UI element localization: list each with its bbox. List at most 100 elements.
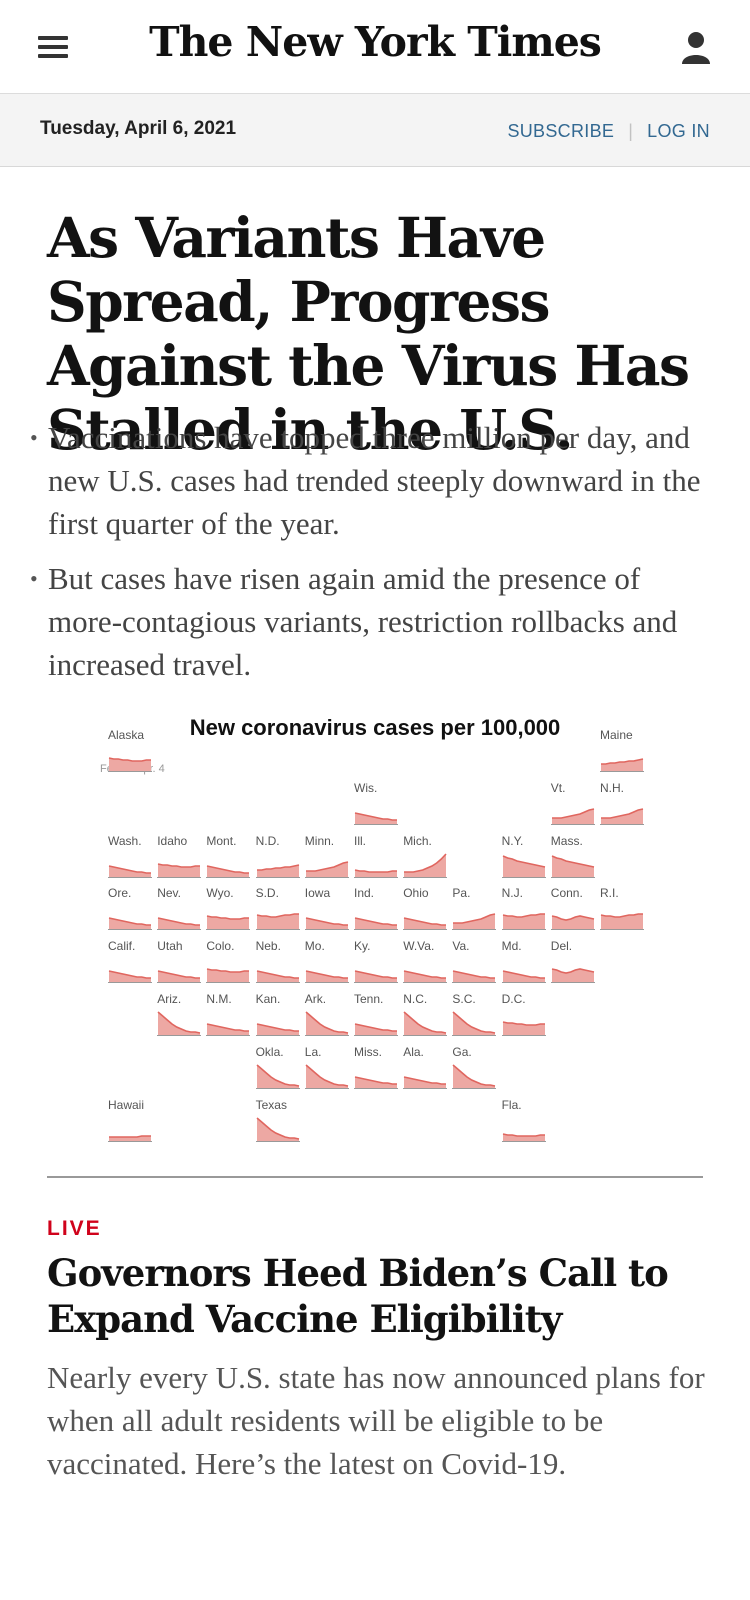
summary-bullet: • Vaccinations have topped three million …	[30, 416, 720, 545]
sparkline-line	[502, 854, 545, 868]
masthead: The New York Times	[0, 0, 750, 94]
state-sparkline	[403, 917, 448, 931]
state-label: Md.	[501, 939, 522, 954]
state-label: Calif.	[108, 939, 136, 954]
sparkline-line	[305, 1064, 348, 1087]
sparkline-line	[207, 1023, 250, 1032]
state-label: Pa.	[452, 886, 471, 901]
state-sparkline	[304, 860, 349, 878]
state-label: Ala.	[403, 1044, 424, 1059]
sparkline-line	[157, 1011, 201, 1034]
state-label: Ohio	[403, 886, 429, 901]
state-sparkline	[354, 917, 398, 931]
state-sparkline	[108, 970, 152, 984]
state-sparkline	[501, 970, 546, 984]
sparkline-line	[354, 868, 397, 873]
subscribe-link[interactable]: SUBSCRIBE	[507, 121, 615, 141]
sparkline-line	[108, 917, 151, 927]
sparkline-line	[256, 863, 299, 871]
sparkline-line	[502, 1132, 545, 1137]
sparkline-line	[452, 1064, 496, 1087]
sparkline-area	[256, 864, 299, 878]
state-label: N.M.	[206, 992, 232, 1006]
sparkline-line	[158, 970, 201, 979]
sparkline-line	[502, 970, 545, 979]
sparkline-line	[403, 1011, 447, 1034]
graphic-title: New coronavirus cases per 100,000	[189, 715, 561, 740]
sparkline-area	[453, 1064, 496, 1089]
sparkline-line	[551, 915, 594, 922]
sparkline-line	[305, 917, 348, 927]
second-story-headline[interactable]: Governors Heed Biden’s Call to Expand Va…	[47, 1251, 669, 1341]
state-label: Ky.	[354, 939, 371, 954]
state-sparkline	[206, 1023, 251, 1036]
state-sparkline	[501, 1132, 546, 1142]
sparkline-line	[305, 1011, 348, 1034]
state-sparkline	[108, 917, 152, 931]
state-sparkline	[550, 808, 595, 825]
state-label: Ga.	[452, 1044, 472, 1059]
state-label: Utah	[157, 939, 183, 954]
state-sparkline	[206, 864, 251, 878]
sparkline-line	[404, 853, 447, 873]
sparkline-line	[502, 913, 545, 919]
auth-divider: |	[628, 121, 634, 141]
sparkline-area	[404, 853, 447, 878]
sparkline-line	[158, 917, 201, 927]
state-sparkline	[550, 915, 595, 931]
lead-story-headline[interactable]: As Variants Have Spread, Progress Agains…	[47, 205, 690, 462]
sparkline-line	[207, 915, 250, 921]
sparkline-line	[158, 862, 201, 868]
summary-bullet: • But cases have risen again amid the pre…	[30, 557, 720, 686]
sparkline-line	[305, 970, 348, 979]
state-label: Wyo.	[206, 886, 234, 901]
state-label: Alaska	[108, 728, 145, 742]
sparkline-line	[551, 854, 594, 868]
state-label: Mich.	[403, 833, 432, 848]
state-sparkline	[304, 917, 349, 931]
nyt-logo[interactable]: The New York Times	[149, 18, 602, 66]
state-sparkline	[403, 1076, 448, 1089]
sparkline-line	[207, 968, 250, 973]
sparkline-area	[158, 1012, 201, 1036]
state-label: Tenn.	[354, 992, 384, 1006]
sparkline-line	[551, 968, 594, 975]
login-link[interactable]: LOG IN	[647, 121, 710, 141]
sparkline-line	[354, 970, 397, 979]
state-sparkline	[206, 968, 251, 984]
state-label: N.Y.	[501, 833, 524, 848]
state-sparkline	[501, 1021, 546, 1036]
sparkline-line	[551, 808, 594, 819]
sparkline-line	[256, 913, 299, 919]
state-label: Neb.	[255, 939, 281, 954]
state-sparkline	[354, 1023, 398, 1036]
state-label: Miss.	[354, 1044, 382, 1059]
state-label: Maine	[600, 728, 633, 742]
sparkline-area	[601, 914, 643, 931]
state-label: N.C.	[403, 992, 428, 1006]
sparkline-area	[551, 855, 594, 878]
bullet-text: Vaccinations have topped three million p…	[48, 420, 701, 541]
state-sparkline	[157, 970, 202, 984]
state-case-trend-grid[interactable]: New coronavirus cases per 100,000 Feb. 1…	[0, 715, 750, 1155]
state-label: Okla.	[255, 1044, 284, 1059]
user-account-icon[interactable]	[680, 30, 712, 66]
menu-icon[interactable]	[38, 36, 68, 58]
state-sparkline	[452, 1011, 497, 1036]
state-sparkline	[501, 854, 546, 878]
state-label: N.J.	[501, 886, 523, 901]
state-sparkline	[452, 970, 497, 984]
state-label: Vt.	[550, 780, 566, 795]
state-sparkline	[452, 913, 497, 931]
state-sparkline	[600, 808, 644, 825]
state-sparkline	[403, 970, 448, 984]
second-story-summary[interactable]: Nearly every U.S. state has now announce…	[47, 1360, 705, 1481]
state-sparkline	[255, 863, 300, 878]
state-label: Ill.	[354, 833, 366, 848]
sparkline-area	[502, 855, 545, 878]
state-sparkline	[550, 854, 595, 878]
state-label: Ark.	[304, 992, 327, 1006]
state-sparkline	[452, 1064, 497, 1089]
sparkline-line	[354, 812, 397, 821]
lead-story-summary: • Vaccinations have topped three million …	[30, 416, 720, 698]
